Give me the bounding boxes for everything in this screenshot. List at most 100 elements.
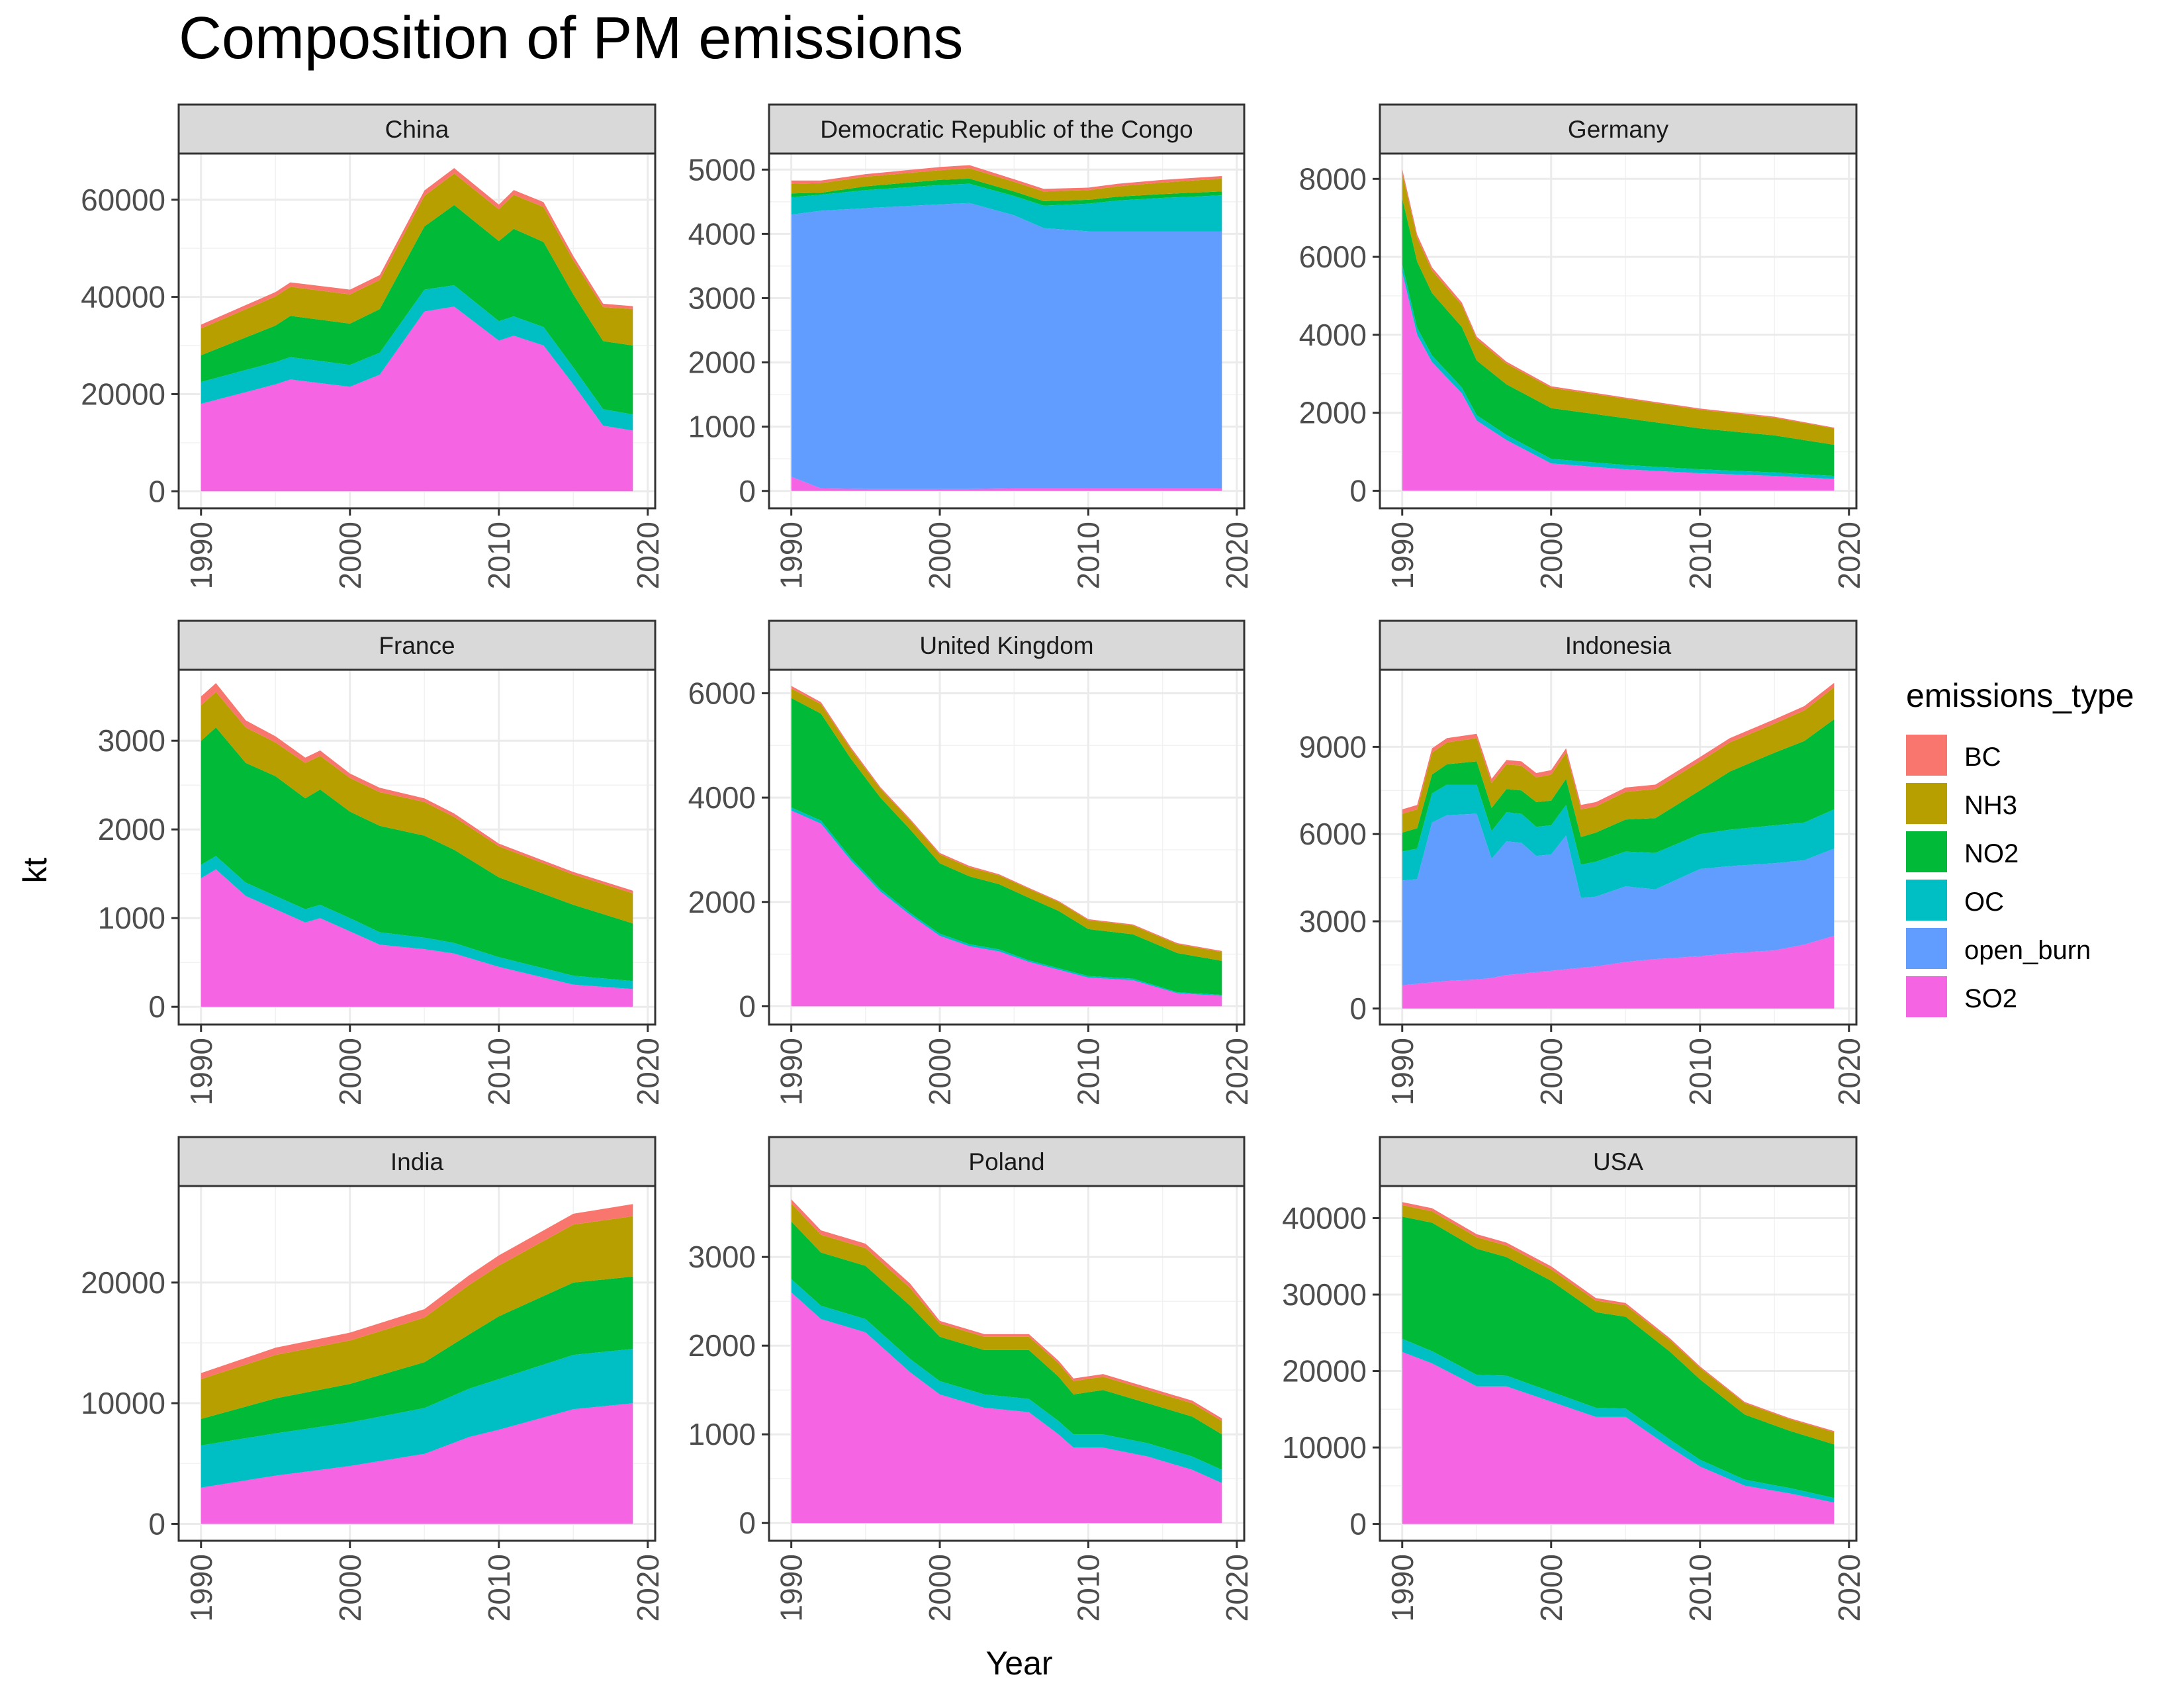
- legend-item-bc: BC: [1906, 735, 2001, 776]
- panel-areas: [1402, 169, 1835, 491]
- y-tick-label: 0: [1349, 1507, 1367, 1541]
- legend-swatch: [1906, 831, 1947, 872]
- area-open-burn: [791, 203, 1222, 489]
- panel-areas: [791, 686, 1222, 1007]
- area-bc: [201, 1204, 633, 1379]
- area-so2: [1402, 936, 1835, 1009]
- legend: emissions_type BC NH3 NO2 OC open_burn SO2: [1906, 677, 2134, 1017]
- panel-areas: [791, 1199, 1222, 1524]
- x-tick-label: 2010: [1071, 1038, 1105, 1105]
- x-tick-label: 2000: [1534, 1038, 1569, 1105]
- panel-strip: [768, 619, 1246, 671]
- panel-strip: [1379, 619, 1858, 671]
- panel-areas: [791, 165, 1222, 491]
- y-tick-label: 4000: [688, 780, 756, 815]
- area-no2: [1402, 719, 1835, 865]
- y-tick-label: 4000: [688, 216, 756, 251]
- panel-strip: [177, 619, 657, 671]
- x-tick-label: 1990: [184, 1554, 218, 1622]
- area-so2: [201, 869, 633, 1007]
- y-tick-label: 20000: [1282, 1354, 1367, 1389]
- panel-border: [768, 1185, 1246, 1542]
- panel-title: USA: [1593, 1148, 1643, 1175]
- x-tick-label: 2000: [923, 1038, 957, 1105]
- panel-usa: USA 0 10000 20000 30000 40000 1990 2000 2010 2020: [1282, 1136, 1866, 1622]
- area-nh3: [791, 168, 1222, 201]
- area-nh3: [1402, 687, 1835, 837]
- area-nh3: [791, 1203, 1222, 1435]
- x-tick-label: 2020: [1832, 522, 1866, 589]
- area-oc: [201, 285, 633, 431]
- y-tick-label: 3000: [1299, 904, 1367, 938]
- y-tick-label: 10000: [81, 1386, 165, 1420]
- y-tick-label: 40000: [81, 280, 165, 314]
- x-tick-label: 2020: [631, 1038, 665, 1105]
- panel-france: France 0 1000 2000 3000 1990 2000 2010 2020: [98, 619, 665, 1105]
- panel-border: [1379, 668, 1858, 1026]
- legend-label: BC: [1964, 743, 2001, 772]
- y-tick-label: 9000: [1299, 729, 1367, 764]
- legend-swatch: [1906, 880, 1947, 921]
- y-tick-label: 2000: [98, 812, 165, 846]
- area-no2: [1402, 198, 1835, 477]
- x-tick-label: 2000: [923, 1554, 957, 1622]
- panel-areas: [201, 683, 633, 1007]
- y-tick-label: 5000: [688, 152, 756, 187]
- x-tick-label: 2010: [482, 1554, 516, 1622]
- area-so2: [791, 810, 1222, 1007]
- x-tick-label: 2000: [333, 1038, 367, 1105]
- x-tick-label: 2010: [482, 1038, 516, 1105]
- area-nh3: [201, 692, 633, 924]
- y-tick-label: 1000: [688, 1417, 756, 1451]
- area-oc: [791, 1279, 1222, 1483]
- y-tick-label: 6000: [1299, 817, 1367, 851]
- panel-china: China 0 20000 40000 60000 1990 2000 2010 2020: [81, 103, 665, 589]
- x-tick-label: 1990: [1385, 522, 1420, 589]
- y-tick-label: 0: [148, 474, 165, 508]
- area-nh3: [201, 1216, 633, 1419]
- y-tick-label: 2000: [688, 885, 756, 919]
- y-tick-label: 0: [1349, 473, 1367, 508]
- y-tick-label: 2000: [688, 1328, 756, 1363]
- x-tick-label: 2020: [1220, 522, 1254, 589]
- panel-strip: [1379, 1136, 1858, 1187]
- y-tick-label: 0: [739, 1506, 756, 1540]
- chart-title: Composition of PM emissions: [179, 5, 963, 71]
- area-nh3: [1402, 173, 1835, 445]
- legend-label: SO2: [1964, 984, 2017, 1013]
- panel-strip: [768, 103, 1246, 155]
- area-so2: [791, 1292, 1222, 1524]
- panel-areas: [1402, 682, 1835, 1009]
- panel-border: [177, 152, 657, 510]
- panel-title: United Kingdom: [919, 632, 1093, 659]
- panel-indonesia: Indonesia 0 3000 6000 9000 1990 2000 2010 2020: [1299, 619, 1866, 1105]
- panel-areas: [201, 1204, 633, 1524]
- panel-border: [1379, 152, 1858, 510]
- area-no2: [201, 727, 633, 982]
- x-tick-label: 1990: [774, 522, 809, 589]
- y-tick-label: 0: [739, 474, 756, 508]
- y-tick-label: 0: [1349, 991, 1367, 1026]
- area-oc: [1402, 784, 1835, 898]
- panel-title: Germany: [1568, 116, 1669, 143]
- y-tick-label: 30000: [1282, 1277, 1367, 1312]
- panel-areas: [1402, 1202, 1835, 1524]
- x-tick-label: 1990: [1385, 1038, 1420, 1105]
- area-oc: [791, 183, 1222, 232]
- y-tick-label: 1000: [688, 410, 756, 444]
- area-oc: [201, 1349, 633, 1488]
- panel-border: [177, 668, 657, 1026]
- legend-label: NO2: [1964, 839, 2019, 868]
- x-tick-label: 2010: [1071, 522, 1105, 589]
- area-no2: [1402, 1216, 1835, 1498]
- x-tick-label: 2020: [1832, 1038, 1866, 1105]
- area-so2: [201, 1403, 633, 1524]
- panel-title: India: [390, 1148, 444, 1175]
- area-bc: [791, 165, 1222, 192]
- y-axis-label: kt: [17, 857, 54, 883]
- x-tick-label: 1990: [184, 522, 218, 589]
- x-tick-label: 1990: [1385, 1554, 1420, 1622]
- area-no2: [791, 698, 1222, 995]
- x-tick-label: 2010: [1071, 1554, 1105, 1622]
